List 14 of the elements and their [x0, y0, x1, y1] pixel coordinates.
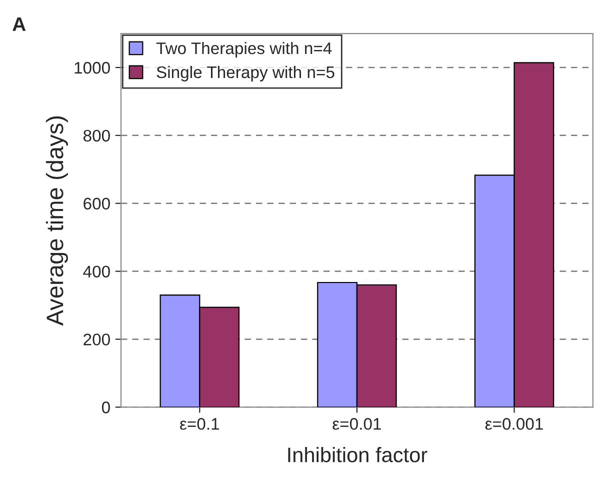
chart-title: A: [12, 17, 26, 31]
y-tick-label: 1000: [74, 62, 110, 74]
y-tick-label: 600: [84, 198, 110, 210]
y-tick-label: 0: [102, 402, 110, 414]
x-tick-label: ε=0.1: [180, 418, 220, 430]
legend-label: Single Therapy with n=5: [156, 66, 334, 82]
legend-label: Two Therapies with n=4: [156, 42, 332, 58]
y-tick-label: 800: [84, 130, 110, 142]
x-axis-title: Inhibition factor: [288, 446, 428, 462]
y-axis-title: Average time (days): [46, 116, 68, 326]
x-tick-label: ε=0.01: [332, 418, 381, 430]
y-tick-label: 400: [83, 266, 110, 278]
x-tick-label: ε=0.001: [485, 418, 543, 430]
y-tick-label: 200: [84, 334, 110, 346]
